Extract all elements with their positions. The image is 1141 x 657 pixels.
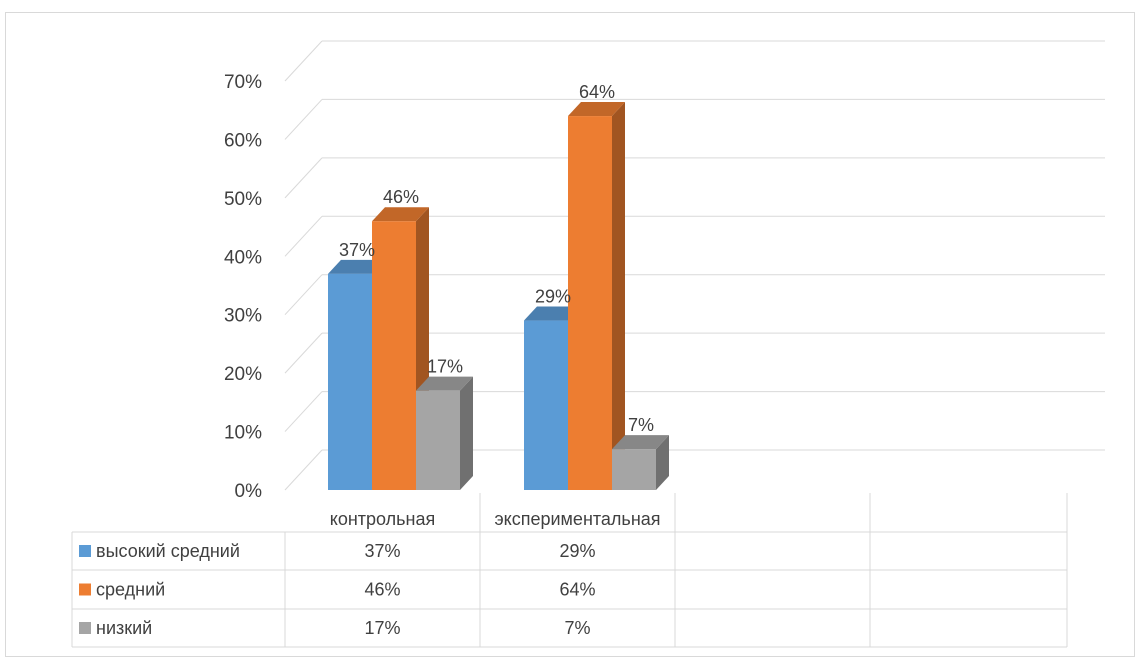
y-tick-label: 20% (224, 364, 262, 385)
bar-side (656, 435, 669, 490)
bar-side (460, 376, 473, 490)
data-label: 37% (339, 240, 375, 260)
y-axis-ticks: 0% 10% 20% 30% 40% 50% 60% 70% (224, 72, 262, 502)
gridline-diagonal (284, 40, 323, 82)
bar (524, 320, 568, 490)
y-tick-label: 10% (224, 423, 262, 444)
y-tick-label: 60% (224, 130, 262, 151)
gridline-diagonal (284, 391, 323, 432)
y-tick-label: 30% (224, 306, 262, 327)
gridline-diagonal (284, 157, 323, 199)
legend-key (79, 622, 91, 634)
bar-top (372, 207, 429, 222)
data-label: 29% (535, 287, 571, 307)
bar-top (612, 435, 669, 450)
gridline-diagonal (284, 99, 323, 140)
y-tick-label: 40% (224, 247, 262, 268)
bar-top (416, 376, 473, 391)
legend-key (79, 583, 91, 596)
data-label: 46% (383, 187, 419, 207)
bar (612, 449, 656, 490)
gridline-diagonal (284, 215, 323, 257)
bar (372, 221, 416, 490)
y-tick-label: 0% (235, 481, 263, 502)
category-label: экспериментальная (494, 509, 660, 529)
gridline-diagonal (284, 274, 323, 316)
table-cell: 17% (364, 618, 400, 638)
bar-top (328, 259, 385, 274)
bar-top (568, 102, 625, 117)
data-label: 64% (579, 82, 615, 102)
legend-key (79, 545, 91, 557)
gridline-diagonal (284, 332, 323, 374)
gridline-diagonal (284, 449, 323, 491)
table-cell: 29% (559, 541, 595, 561)
table-cell: 64% (559, 580, 595, 600)
table-cell: 37% (364, 541, 400, 561)
bar-top (524, 306, 581, 321)
y-tick-label: 50% (224, 189, 262, 210)
bar (416, 390, 460, 490)
series-name: низкий (96, 618, 152, 638)
bar (568, 116, 612, 491)
data-label: 7% (628, 415, 654, 435)
y-tick-label: 70% (224, 72, 262, 93)
bar (328, 273, 372, 490)
series-name: высокий средний (96, 541, 240, 561)
category-label: контрольная (330, 509, 435, 529)
series-name: средний (96, 580, 165, 600)
table-cell: 7% (564, 618, 590, 638)
bar-side (612, 102, 625, 491)
data-labels: 37% 46% 17% 29% 64% 7% (339, 82, 654, 435)
table-cell: 46% (364, 580, 400, 600)
data-label: 17% (427, 357, 463, 377)
data-table: контрольная экспериментальная высокий сред… (71, 493, 1068, 648)
bars (328, 102, 669, 491)
